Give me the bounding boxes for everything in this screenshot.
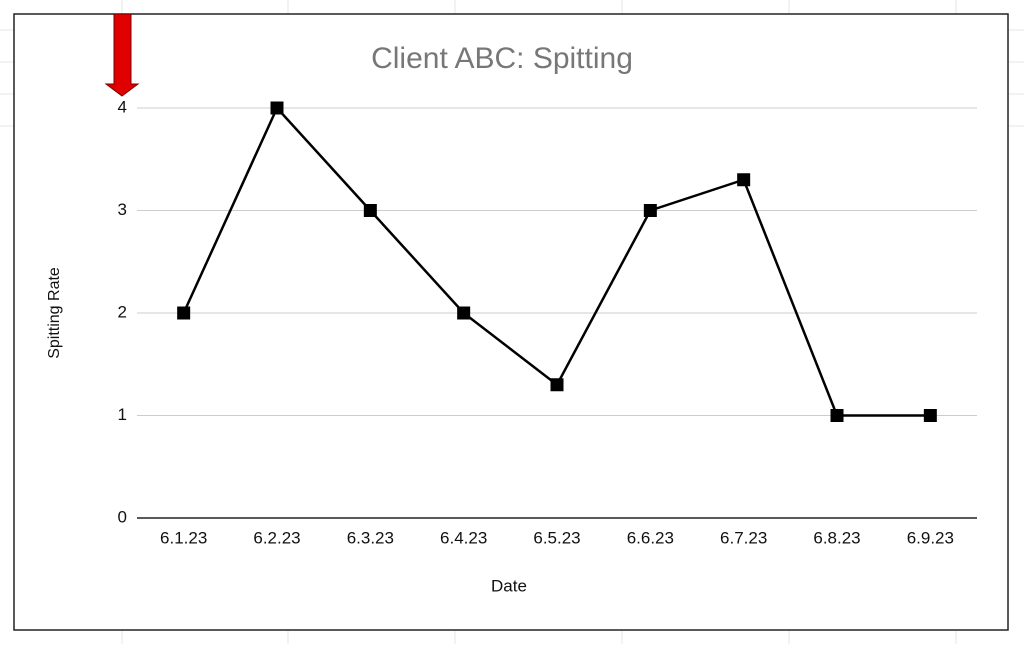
marker bbox=[550, 378, 564, 392]
marker bbox=[830, 409, 844, 422]
red-arrow bbox=[104, 13, 140, 97]
y-tick-label: 0 bbox=[118, 507, 127, 526]
y-tick-label: 2 bbox=[118, 302, 127, 321]
y-tick-label: 1 bbox=[118, 405, 127, 424]
x-axis-label: Date bbox=[491, 576, 527, 595]
x-tick-label: 6.1.23 bbox=[160, 528, 207, 547]
y-tick-label: 4 bbox=[118, 97, 127, 116]
chart-frame bbox=[13, 13, 1009, 631]
marker bbox=[643, 204, 657, 217]
marker bbox=[177, 306, 191, 320]
x-tick-label: 6.3.23 bbox=[347, 528, 394, 547]
marker bbox=[923, 409, 937, 422]
marker bbox=[270, 101, 284, 115]
plot: 0 1 2 3 4 6.1.23 6.2.23 6.3.23 6.4.23 6.5.23 6.6.2… bbox=[118, 97, 977, 547]
y-axis-label: Spitting Rate bbox=[46, 267, 63, 359]
marker bbox=[457, 306, 471, 320]
x-tick-label: 6.7.23 bbox=[720, 528, 767, 547]
x-tick-label: 6.6.23 bbox=[627, 528, 674, 547]
x-tick-label: 6.5.23 bbox=[533, 528, 580, 547]
marker bbox=[737, 173, 751, 187]
x-tick-label: 6.2.23 bbox=[253, 528, 300, 547]
marker bbox=[363, 204, 377, 217]
x-tick-label: 6.4.23 bbox=[440, 528, 487, 547]
x-tick-label: 6.8.23 bbox=[813, 528, 860, 547]
chart-title: Client ABC: Spitting bbox=[371, 42, 633, 75]
x-tick-label: 6.9.23 bbox=[907, 528, 954, 547]
y-tick-label: 3 bbox=[118, 200, 127, 219]
